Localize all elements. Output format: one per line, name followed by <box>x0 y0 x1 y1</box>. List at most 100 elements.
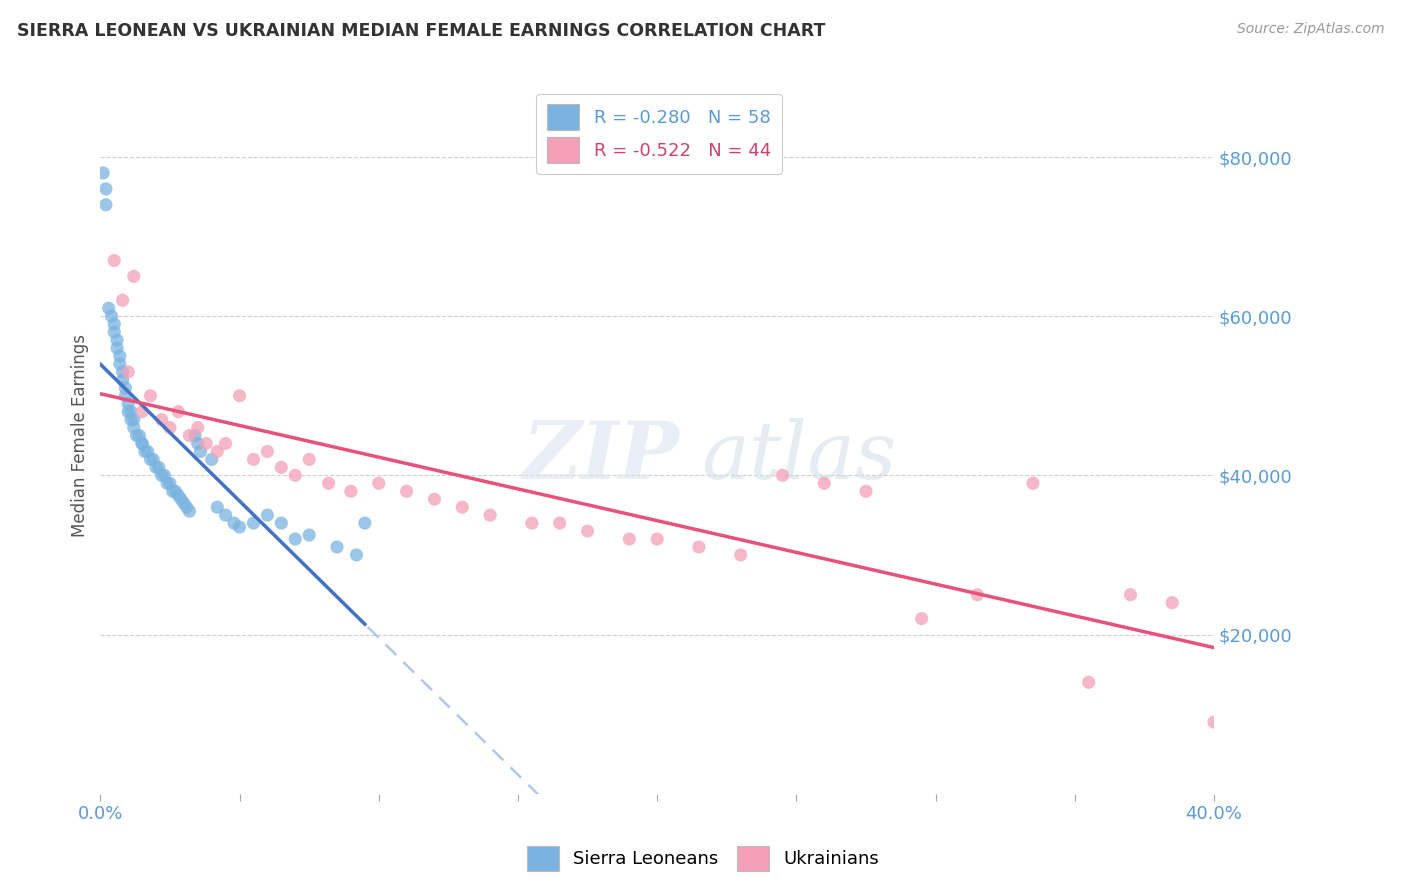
Point <box>122 269 145 284</box>
Point <box>125 428 148 442</box>
Text: atlas: atlas <box>702 418 897 496</box>
Point <box>1161 596 1184 610</box>
Point <box>395 484 418 499</box>
Point <box>136 444 159 458</box>
Point <box>201 452 224 467</box>
Point <box>167 488 190 502</box>
Point <box>645 532 668 546</box>
Point <box>298 528 321 542</box>
Point <box>222 516 245 530</box>
Point <box>153 468 176 483</box>
Point <box>97 301 120 316</box>
Point <box>451 500 474 515</box>
Point <box>117 405 139 419</box>
Point <box>108 357 131 371</box>
Point <box>1022 476 1045 491</box>
Point <box>195 436 218 450</box>
Point <box>242 516 264 530</box>
Point <box>94 198 117 212</box>
Point <box>131 405 153 419</box>
Point <box>187 420 209 434</box>
Point <box>167 405 190 419</box>
Point <box>479 508 502 523</box>
Point <box>111 293 134 308</box>
Point <box>207 500 229 515</box>
Point <box>228 389 250 403</box>
Point <box>228 520 250 534</box>
Point <box>179 504 201 518</box>
Point <box>576 524 599 538</box>
Point <box>150 412 173 426</box>
Point <box>114 381 136 395</box>
Point <box>156 476 179 491</box>
Point <box>326 540 349 554</box>
Text: SIERRA LEONEAN VS UKRAINIAN MEDIAN FEMALE EARNINGS CORRELATION CHART: SIERRA LEONEAN VS UKRAINIAN MEDIAN FEMAL… <box>17 22 825 40</box>
Point <box>105 333 128 347</box>
Point <box>142 452 165 467</box>
Point <box>730 548 752 562</box>
Point <box>162 484 184 499</box>
Point <box>120 412 142 426</box>
Point <box>619 532 641 546</box>
Point <box>242 452 264 467</box>
Point <box>1202 714 1225 729</box>
Point <box>122 420 145 434</box>
Text: ZIP: ZIP <box>523 418 679 496</box>
Point <box>103 253 125 268</box>
Point <box>1119 588 1142 602</box>
Point <box>176 500 198 515</box>
Point <box>270 516 292 530</box>
Point <box>108 349 131 363</box>
Point <box>94 182 117 196</box>
Point <box>103 317 125 331</box>
Point <box>214 508 236 523</box>
Legend: Sierra Leoneans, Ukrainians: Sierra Leoneans, Ukrainians <box>519 838 887 879</box>
Point <box>318 476 340 491</box>
Point <box>139 389 162 403</box>
Point <box>855 484 877 499</box>
Point <box>117 365 139 379</box>
Point <box>159 476 181 491</box>
Point <box>284 468 307 483</box>
Point <box>772 468 794 483</box>
Y-axis label: Median Female Earnings: Median Female Earnings <box>72 334 89 537</box>
Point <box>187 436 209 450</box>
Point <box>145 460 167 475</box>
Point <box>91 166 114 180</box>
Point <box>284 532 307 546</box>
Point <box>256 508 278 523</box>
Point <box>131 436 153 450</box>
Point <box>256 444 278 458</box>
Point <box>134 444 156 458</box>
Point <box>100 309 122 323</box>
Point <box>190 444 212 458</box>
Point <box>340 484 363 499</box>
Point <box>128 428 150 442</box>
Point <box>103 325 125 339</box>
Point <box>270 460 292 475</box>
Point <box>688 540 710 554</box>
Point <box>122 412 145 426</box>
Point <box>813 476 835 491</box>
Point <box>131 436 153 450</box>
Point <box>298 452 321 467</box>
Point <box>105 341 128 355</box>
Point <box>111 373 134 387</box>
Point <box>1077 675 1099 690</box>
Point <box>353 516 375 530</box>
Point <box>148 460 170 475</box>
Point <box>179 428 201 442</box>
Point <box>150 468 173 483</box>
Point <box>911 611 934 625</box>
Point <box>184 428 207 442</box>
Point <box>423 492 446 507</box>
Point <box>120 405 142 419</box>
Point <box>346 548 368 562</box>
Point <box>170 492 193 507</box>
Point <box>207 444 229 458</box>
Point <box>165 484 187 499</box>
Legend: R = -0.280   N = 58, R = -0.522   N = 44: R = -0.280 N = 58, R = -0.522 N = 44 <box>536 94 782 174</box>
Point <box>548 516 571 530</box>
Point <box>966 588 988 602</box>
Point <box>114 389 136 403</box>
